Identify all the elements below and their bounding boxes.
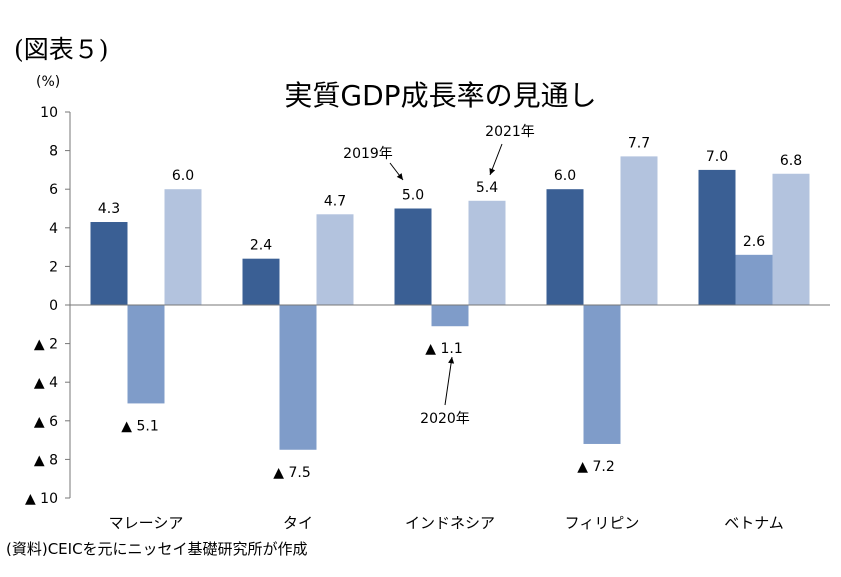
y-tick-label: 10 <box>40 105 58 121</box>
bar <box>546 189 584 305</box>
bar <box>583 305 621 444</box>
annotation-2019: 2019年 <box>343 146 393 162</box>
data-label: 7.7 <box>628 135 650 151</box>
annotation-arrow-head <box>489 168 496 175</box>
bar <box>279 305 317 450</box>
data-label: 7.0 <box>706 149 728 165</box>
y-tick-label: ▲ 4 <box>34 375 58 391</box>
bar <box>127 305 165 404</box>
annotation-arrow-line <box>444 356 453 406</box>
category-label: タイ <box>283 514 313 532</box>
y-tick-label: ▲ 6 <box>34 414 58 430</box>
bar <box>735 254 773 305</box>
data-label: 6.8 <box>780 153 802 169</box>
y-tick-label: ▲ 2 <box>34 337 58 353</box>
data-label: 5.0 <box>402 188 424 204</box>
y-tick-label: 2 <box>49 259 58 275</box>
data-label: 5.4 <box>476 180 498 196</box>
bar <box>164 189 202 305</box>
bar <box>468 200 506 305</box>
y-tick-label: 8 <box>49 144 58 160</box>
chart-title: 実質GDP成長率の見通し <box>284 79 597 112</box>
category-label: マレーシア <box>109 514 184 532</box>
data-label: 6.0 <box>172 168 194 184</box>
annotation-2021: 2021年 <box>485 124 535 140</box>
data-label: 4.7 <box>324 193 346 209</box>
y-tick-label: 0 <box>49 298 58 314</box>
category-label: インドネシア <box>405 514 495 532</box>
category-label: ベトナム <box>724 514 784 532</box>
data-label: ▲ 7.2 <box>577 459 614 475</box>
data-label: 2.6 <box>743 234 765 250</box>
bar <box>431 305 469 327</box>
bar <box>620 156 658 305</box>
bar <box>698 169 736 305</box>
source-note: (資料)CEICを元にニッセイ基礎研究所が作成 <box>6 540 308 558</box>
bar <box>316 214 354 305</box>
bar <box>242 258 280 305</box>
annotation-2020: 2020年 <box>420 411 470 427</box>
figure-label: (図表５) <box>14 35 109 64</box>
category-label: フィリピン <box>565 514 640 532</box>
y-axis-unit: (%) <box>36 74 61 90</box>
data-label: 4.3 <box>98 201 120 217</box>
y-tick-label: 6 <box>49 182 58 198</box>
data-label: ▲ 5.1 <box>121 418 158 434</box>
data-label: ▲ 7.5 <box>273 465 310 481</box>
y-tick-label: ▲ 8 <box>34 452 58 468</box>
bar <box>394 208 432 305</box>
data-label: ▲ 1.1 <box>425 341 462 357</box>
bar <box>772 173 810 305</box>
y-tick-label: ▲ 10 <box>25 491 58 507</box>
y-tick-label: 4 <box>49 221 58 237</box>
annotation-arrow-head <box>448 357 455 364</box>
data-label: 2.4 <box>250 238 272 254</box>
bar <box>90 222 128 305</box>
annotation-arrow-head <box>396 173 403 180</box>
data-label: 6.0 <box>554 168 576 184</box>
